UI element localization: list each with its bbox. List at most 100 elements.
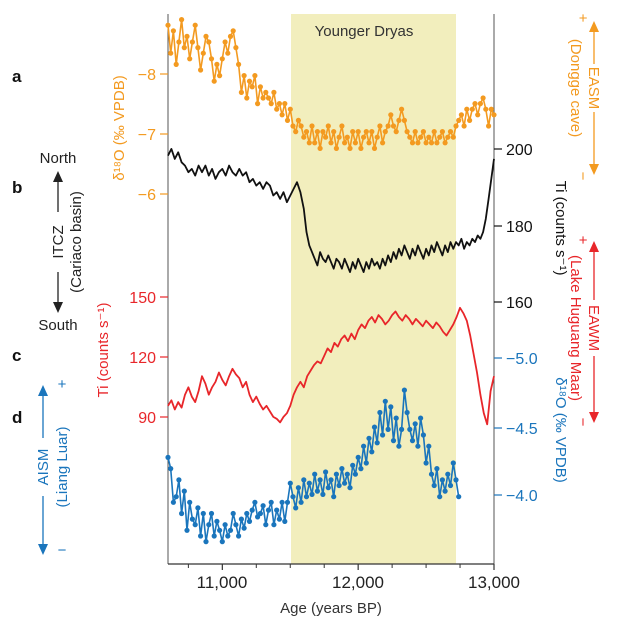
series-a-point <box>458 112 464 118</box>
series-a-point <box>189 39 195 45</box>
series-d-point <box>189 516 195 522</box>
series-a-point <box>390 123 397 129</box>
series-a-point <box>404 129 410 135</box>
series-d-point <box>371 424 378 430</box>
series-a-point <box>252 73 258 79</box>
series-a-point <box>200 50 206 56</box>
series-d-point <box>456 494 462 500</box>
series-d-point <box>369 449 375 455</box>
series-d-point <box>227 527 234 533</box>
series-d-point <box>244 510 250 517</box>
series-a-point <box>257 84 263 90</box>
series-d-point <box>257 510 263 517</box>
series-d-point <box>200 510 206 517</box>
series-a-point <box>385 123 391 129</box>
series-a-point <box>208 56 215 62</box>
series-d-point <box>214 518 220 525</box>
arrow-down-icon <box>38 544 48 555</box>
series-d-point <box>445 471 451 477</box>
series-a-point <box>355 129 361 135</box>
series-d-point <box>442 488 448 494</box>
series-a-point <box>461 123 467 129</box>
series-d-point <box>336 482 342 489</box>
series-d-point <box>195 505 201 511</box>
series-a-point <box>358 145 364 151</box>
series-a-point <box>344 134 350 140</box>
series-d-point <box>361 443 367 449</box>
series-d-point <box>238 516 244 522</box>
series-d-point <box>230 510 236 517</box>
series-d-point <box>203 539 209 545</box>
series-a-point <box>279 112 285 118</box>
series-d-point <box>437 494 443 500</box>
series-a-point <box>203 33 209 40</box>
series-a-point <box>217 73 223 79</box>
series-d-point <box>173 494 179 500</box>
series-a-point <box>423 140 429 146</box>
series-d-point <box>358 466 364 472</box>
series-d-point <box>271 522 277 528</box>
axis-c-title: Ti (counts s⁻¹) <box>95 303 112 398</box>
series-d-point <box>409 438 416 444</box>
series-a-point <box>314 129 320 135</box>
series-a-point <box>450 134 456 140</box>
series-d-point <box>385 426 391 432</box>
axis-b-tick-label: 180 <box>506 219 533 236</box>
axis-a-tick-label: −6 <box>138 187 156 204</box>
series-a-point <box>486 123 492 129</box>
series-d-point <box>219 539 225 545</box>
series-a-point <box>434 140 440 146</box>
series-a-point <box>412 129 418 135</box>
series-a-point <box>206 39 212 45</box>
arrow-up-icon <box>38 385 48 396</box>
series-d-point <box>187 499 193 505</box>
series-a-point <box>263 89 269 95</box>
series-d-point <box>342 480 348 486</box>
series-a-point <box>184 33 190 40</box>
series-d-point <box>423 460 429 466</box>
series-d-point <box>355 454 361 460</box>
series-a-point <box>301 134 307 140</box>
series-a-point <box>342 140 348 146</box>
series-d-point <box>390 438 397 444</box>
series-d-point <box>331 494 337 500</box>
series-a-point <box>382 129 388 135</box>
series-b-itcz <box>167 147 495 274</box>
series-a-point <box>219 56 225 62</box>
series-a-point <box>437 134 443 140</box>
arrow-down-icon <box>589 412 599 423</box>
series-d-point <box>333 471 339 477</box>
series-a-point <box>426 134 432 140</box>
aism-plus: + <box>58 376 67 393</box>
series-a-point <box>396 117 402 123</box>
series-a-point <box>179 17 185 23</box>
itcz-annotation: North South ITCZ (Cariaco basin) <box>38 150 85 334</box>
series-d-point <box>301 477 307 483</box>
series-d-point <box>198 533 204 539</box>
panel-label-d: d <box>12 408 22 427</box>
series-a-point <box>236 61 242 67</box>
series-a-point <box>168 50 174 56</box>
series-c-line <box>167 306 495 426</box>
series-a-point <box>282 101 288 107</box>
series-d-point <box>339 466 345 472</box>
eawm-label: EAWM <box>585 305 602 351</box>
series-d-point <box>366 435 372 441</box>
series-a-point <box>352 140 358 146</box>
series-a-point <box>480 95 486 101</box>
series-d-point <box>287 480 293 486</box>
series-a-point <box>181 45 187 51</box>
series-a-point <box>255 101 261 107</box>
itcz-label: ITCZ <box>50 225 67 258</box>
series-a-point <box>320 129 326 135</box>
series-d-point <box>453 477 459 483</box>
series-a-point <box>333 145 339 151</box>
series-d-point <box>211 533 217 539</box>
series-c-eawm <box>167 306 495 426</box>
axis-b-tick-label: 160 <box>506 295 533 312</box>
series-d-point <box>377 409 383 416</box>
series-a-point <box>491 112 497 118</box>
series-d-point <box>420 432 426 438</box>
series-d-point <box>415 443 421 449</box>
